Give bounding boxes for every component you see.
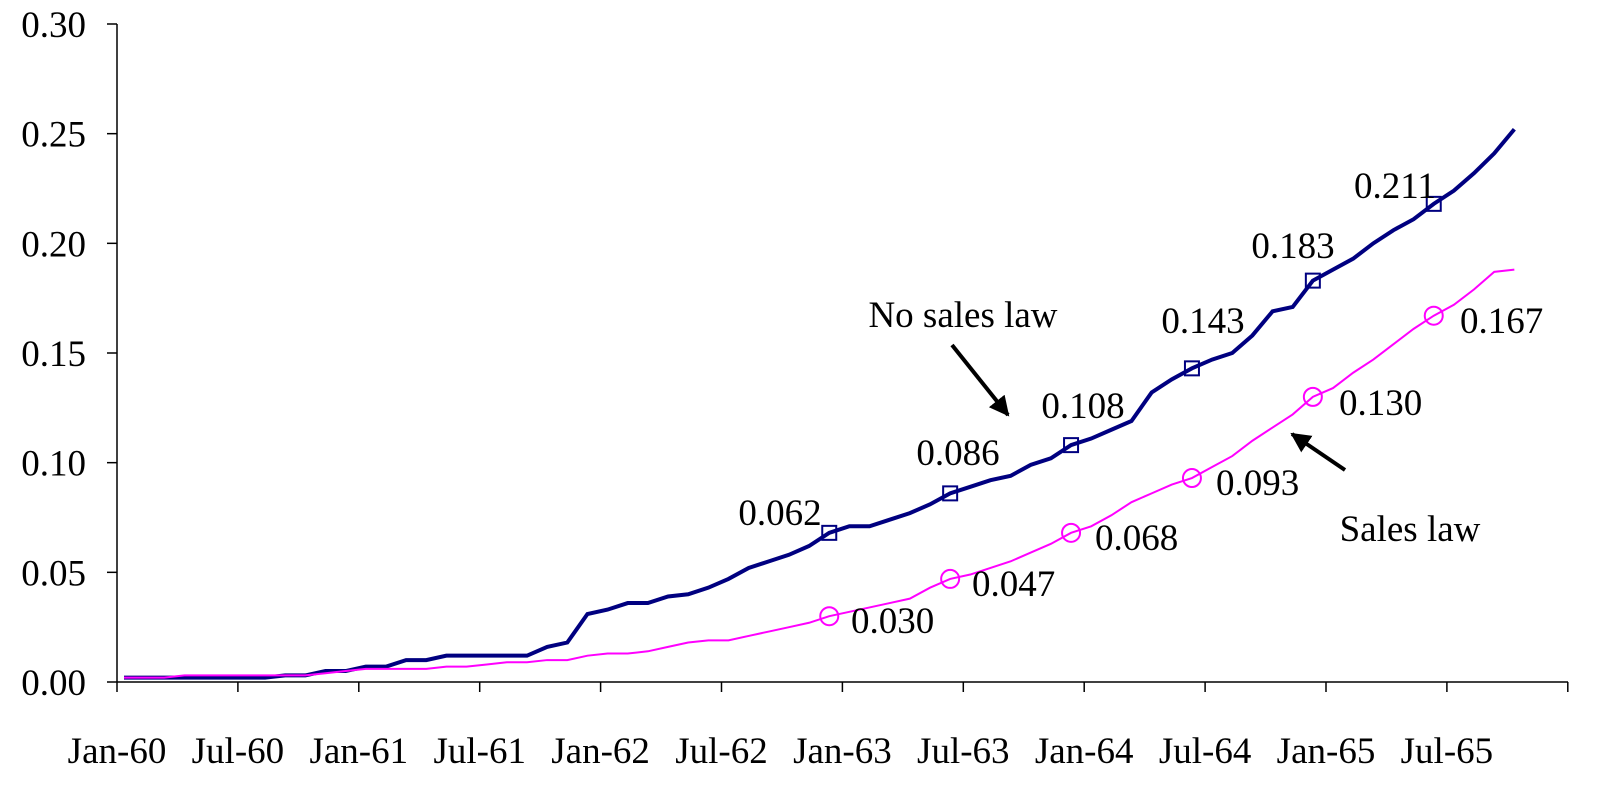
point-marker bbox=[819, 606, 840, 627]
x-tick-label: Jan-62 bbox=[551, 731, 650, 772]
y-tick-label: 0.15 bbox=[21, 334, 86, 375]
y-tick-label: 0.30 bbox=[21, 5, 86, 46]
point-marker bbox=[1061, 522, 1082, 543]
point-label: 0.068 bbox=[1095, 518, 1178, 559]
y-tick-label: 0.05 bbox=[21, 553, 86, 594]
y-tick-label: 0.10 bbox=[21, 444, 86, 485]
point-marker bbox=[1304, 272, 1321, 289]
x-tick-label: Jul-64 bbox=[1159, 731, 1252, 772]
x-tick-label: Jul-61 bbox=[433, 731, 526, 772]
point-marker bbox=[1425, 195, 1442, 212]
point-label: 0.086 bbox=[916, 433, 999, 474]
point-marker bbox=[940, 568, 961, 589]
point-label: 0.211 bbox=[1354, 166, 1436, 207]
x-tick-label: Jan-60 bbox=[68, 731, 167, 772]
point-marker bbox=[1181, 468, 1202, 489]
point-marker bbox=[821, 524, 838, 541]
y-tick-label: 0.20 bbox=[21, 224, 86, 265]
series-annotation: Sales law bbox=[1340, 509, 1481, 550]
x-tick-label: Jan-63 bbox=[793, 731, 892, 772]
arrow bbox=[950, 343, 1010, 417]
x-tick-label: Jan-61 bbox=[309, 731, 408, 772]
point-label: 0.143 bbox=[1161, 301, 1244, 342]
x-tick-label: Jan-64 bbox=[1035, 731, 1134, 772]
x-tick-label: Jan-65 bbox=[1277, 731, 1376, 772]
x-tick-label: Jul-63 bbox=[917, 731, 1010, 772]
series-line bbox=[124, 268, 1515, 679]
point-marker bbox=[1302, 386, 1323, 407]
point-marker bbox=[1063, 437, 1080, 454]
arrow bbox=[1290, 432, 1347, 472]
point-label: 0.047 bbox=[972, 564, 1055, 605]
y-tick-label: 0.25 bbox=[21, 115, 86, 156]
x-tick-label: Jul-62 bbox=[675, 731, 768, 772]
point-label: 0.183 bbox=[1251, 226, 1334, 267]
point-marker bbox=[942, 485, 959, 502]
x-tick-label: Jul-60 bbox=[192, 731, 285, 772]
point-label: 0.093 bbox=[1216, 463, 1299, 504]
x-tick-label: Jul-65 bbox=[1401, 731, 1494, 772]
point-label: 0.108 bbox=[1041, 386, 1124, 427]
point-label: 0.130 bbox=[1339, 383, 1422, 424]
series-annotation: No sales law bbox=[868, 295, 1057, 336]
point-label: 0.062 bbox=[738, 493, 821, 534]
point-marker bbox=[1423, 305, 1444, 326]
point-marker bbox=[1183, 360, 1200, 377]
point-label: 0.030 bbox=[851, 601, 934, 642]
series-line bbox=[124, 127, 1516, 680]
y-tick-label: 0.00 bbox=[21, 663, 86, 704]
point-label: 0.167 bbox=[1460, 301, 1543, 342]
